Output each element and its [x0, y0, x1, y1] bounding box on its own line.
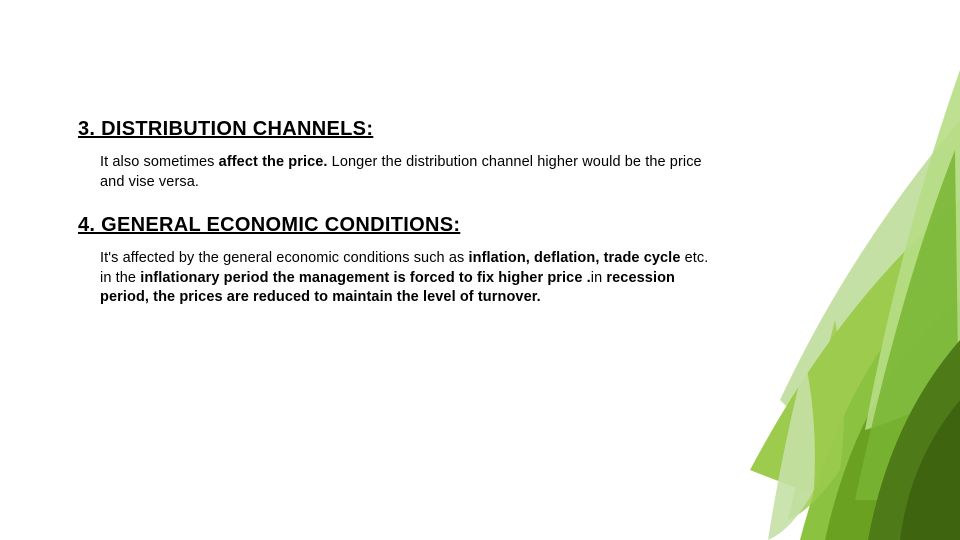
- section-4-text-bold1: inflation, deflation, trade cycle: [469, 250, 685, 266]
- section-4-text-mid2: in: [591, 270, 607, 286]
- section-4-text-bold2: inflationary period the management is fo…: [140, 270, 591, 286]
- slide: 3. DISTRIBUTION CHANNELS: It also someti…: [0, 0, 960, 540]
- section-3-body: It also sometimes affect the price. Long…: [78, 153, 718, 192]
- section-3-heading: 3. DISTRIBUTION CHANNELS:: [78, 118, 718, 141]
- content-area: 3. DISTRIBUTION CHANNELS: It also someti…: [78, 118, 718, 330]
- section-4-text-pre: It's affected by the general economic co…: [100, 250, 469, 266]
- section-4-heading: 4. GENERAL ECONOMIC CONDITIONS:: [78, 214, 718, 237]
- section-3-text-pre: It also sometimes: [100, 154, 219, 170]
- section-4-body: It's affected by the general economic co…: [78, 249, 718, 308]
- section-3-text-bold: affect the price.: [219, 154, 332, 170]
